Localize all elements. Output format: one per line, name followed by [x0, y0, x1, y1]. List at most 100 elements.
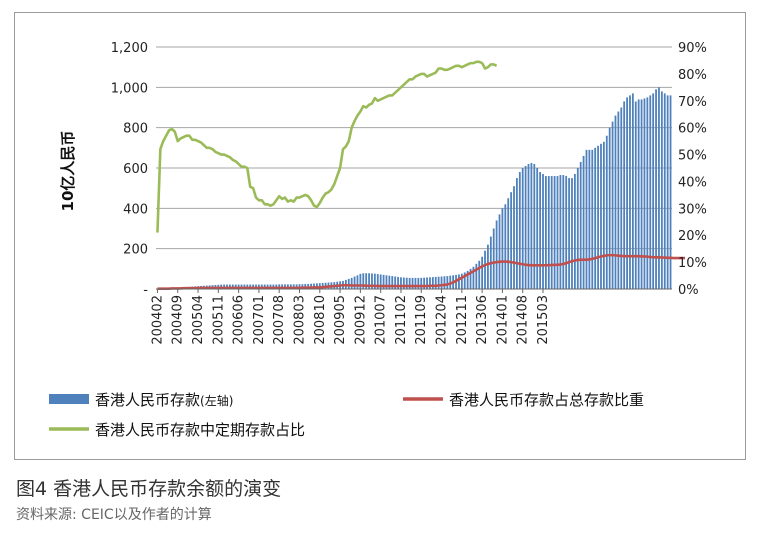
y2-tick-label: 90%: [678, 41, 707, 56]
bar: [431, 277, 434, 289]
x-tick-label: 201102: [394, 295, 409, 345]
bar: [472, 266, 475, 289]
bar: [545, 176, 547, 289]
figure-source: 资料来源: CEIC以及作者的计算: [16, 507, 212, 523]
y2-tick-label: 0%: [678, 283, 699, 298]
bar: [365, 273, 368, 289]
bar: [626, 97, 628, 290]
bar: [394, 276, 397, 289]
bar: [600, 143, 602, 289]
bar: [611, 121, 614, 289]
bar: [640, 99, 643, 289]
bar: [666, 95, 669, 290]
x-tick-label: 201211: [455, 295, 470, 345]
bar: [362, 273, 365, 289]
bar: [463, 272, 466, 289]
bar: [620, 107, 623, 289]
bar: [629, 95, 631, 290]
x-tick-label: 200708: [272, 295, 287, 345]
bar: [530, 162, 533, 289]
x-tick-label: 200606: [232, 295, 247, 345]
bar: [350, 277, 353, 289]
x-tick-label: 200810: [313, 295, 328, 345]
bar: [533, 163, 536, 289]
bar: [582, 155, 585, 289]
y-tick-label: -: [143, 283, 148, 298]
bar: [547, 176, 550, 289]
bar: [507, 198, 510, 289]
bar: [385, 275, 388, 289]
bar: [597, 145, 599, 289]
bar: [658, 87, 660, 289]
line-series: [156, 60, 686, 291]
bar: [660, 91, 663, 289]
bar: [373, 273, 376, 289]
bar: [429, 277, 431, 289]
bar: [501, 208, 504, 289]
bar: [556, 176, 559, 289]
bar: [481, 256, 484, 289]
bar: [460, 273, 463, 289]
bar: [356, 275, 359, 289]
bar: [368, 273, 370, 289]
bar: [487, 244, 489, 289]
bar: [637, 99, 640, 289]
y2-tick-label: 50%: [678, 149, 707, 164]
bar: [420, 277, 423, 289]
bar: [434, 276, 437, 289]
bar: [359, 273, 362, 289]
bar: [527, 163, 530, 289]
bar: [400, 277, 402, 289]
bar: [478, 260, 481, 289]
bar: [440, 276, 443, 289]
bar: [466, 270, 469, 289]
bar: [594, 147, 597, 289]
bar: [458, 274, 460, 289]
bar: [550, 176, 553, 289]
bar: [588, 149, 591, 289]
bar: [437, 276, 440, 289]
bar: [371, 273, 373, 289]
bar: [446, 276, 449, 289]
bar: [608, 127, 611, 290]
bar: [408, 277, 411, 289]
x-tick-label: 201007: [374, 295, 389, 345]
bar: [623, 101, 626, 289]
chart-frame: - 200 400 600 800 1,000 1,200 0% 10% 20% 30% 40% 50%…: [14, 12, 746, 460]
bar: [510, 192, 513, 289]
bar: [353, 276, 356, 289]
bar: [634, 101, 637, 289]
bar: [382, 274, 385, 289]
bar: [591, 149, 594, 289]
x-tick-label: 200701: [252, 295, 267, 345]
bar: [379, 274, 382, 289]
y-tick-label: 1,200: [111, 41, 148, 56]
bar: [663, 93, 666, 289]
bar: [585, 149, 588, 289]
bar: [521, 168, 524, 289]
x-tick-label: 201306: [475, 295, 490, 345]
x-tick-label: 200912: [353, 295, 368, 345]
bar: [388, 275, 391, 289]
share-line: [157, 253, 686, 291]
y-tick-label: 600: [123, 162, 148, 177]
bar: [417, 277, 420, 289]
bar: [423, 277, 426, 289]
bar: [524, 165, 527, 289]
x-tick-label: 200905: [333, 295, 348, 345]
y2-tick-label: 40%: [678, 175, 707, 190]
legend-label-share: 香港人民币存款占总存款比重: [449, 391, 644, 409]
y2-tick-label: 60%: [678, 122, 707, 137]
chart-svg: - 200 400 600 800 1,000 1,200 0% 10% 20% 30% 40% 50%…: [49, 41, 707, 439]
bar: [573, 174, 576, 289]
time-deposit-line: [156, 60, 498, 233]
x-tick-label: 201503: [536, 295, 551, 345]
bar: [405, 277, 408, 289]
bar: [443, 276, 446, 289]
bar: [652, 93, 655, 289]
bar: [516, 178, 518, 289]
y-tick-label: 400: [123, 202, 148, 217]
y2-tick-label: 80%: [678, 68, 707, 83]
bar: [643, 98, 646, 289]
x-tick-label: 200402: [150, 295, 165, 345]
